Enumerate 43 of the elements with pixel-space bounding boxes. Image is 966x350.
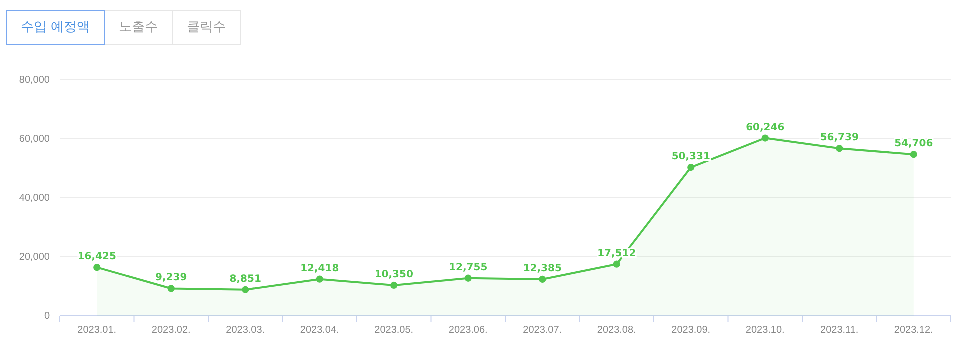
- point: [613, 260, 620, 268]
- x-tick-label: 2023.06.: [448, 325, 488, 336]
- x-tick-label: 2023.01.: [78, 325, 117, 336]
- y-tick-label: 40,000: [19, 193, 50, 204]
- y-tick-label: 0: [44, 311, 50, 322]
- data-label: 56,739: [820, 132, 859, 144]
- tab-button: 클릭수: [172, 10, 242, 45]
- y-tick-label: 20,000: [19, 252, 50, 264]
- data-label: 54,706: [894, 138, 934, 150]
- y-tick-label: 80,000: [19, 75, 50, 86]
- data-label: 12,418: [300, 263, 340, 274]
- data-label: 9,239: [156, 272, 188, 284]
- data-label: 12,755: [449, 262, 488, 274]
- tab-button: 수입 예정액: [6, 10, 106, 45]
- point: [539, 276, 546, 284]
- point: [168, 285, 175, 292]
- x-tick-label: 2023.08.: [597, 325, 636, 336]
- point: [836, 145, 844, 152]
- x-tick-label: 2023.03.: [226, 325, 266, 336]
- data-label: 60,246: [746, 122, 785, 134]
- x-tick-label: 2023.12.: [894, 325, 934, 336]
- data-label: 8,851: [230, 274, 262, 285]
- point: [688, 164, 695, 172]
- x-tick-label: 2023.04.: [300, 325, 340, 336]
- point: [910, 151, 918, 158]
- point: [94, 264, 101, 272]
- x-tick-label: 2023.07.: [523, 325, 562, 336]
- data-label: 12,385: [523, 263, 562, 274]
- x-tick-label: 2023.10.: [746, 325, 785, 336]
- y-tick-label: 60,000: [19, 134, 50, 146]
- tab-button: 노출수: [104, 10, 174, 45]
- x-tick-label: 2023.02.: [152, 325, 191, 336]
- point: [464, 274, 472, 282]
- point: [390, 282, 398, 290]
- data-label: 16,425: [78, 252, 116, 263]
- x-tick-label: 2023.05.: [374, 325, 414, 336]
- x-tick-label: 2023.11.: [820, 325, 859, 336]
- point: [762, 134, 769, 142]
- point: [242, 286, 250, 294]
- point: [316, 276, 324, 283]
- x-tick-label: 2023.09.: [672, 325, 711, 336]
- data-label: 10,350: [374, 269, 414, 280]
- data-label: 50,331: [672, 152, 710, 163]
